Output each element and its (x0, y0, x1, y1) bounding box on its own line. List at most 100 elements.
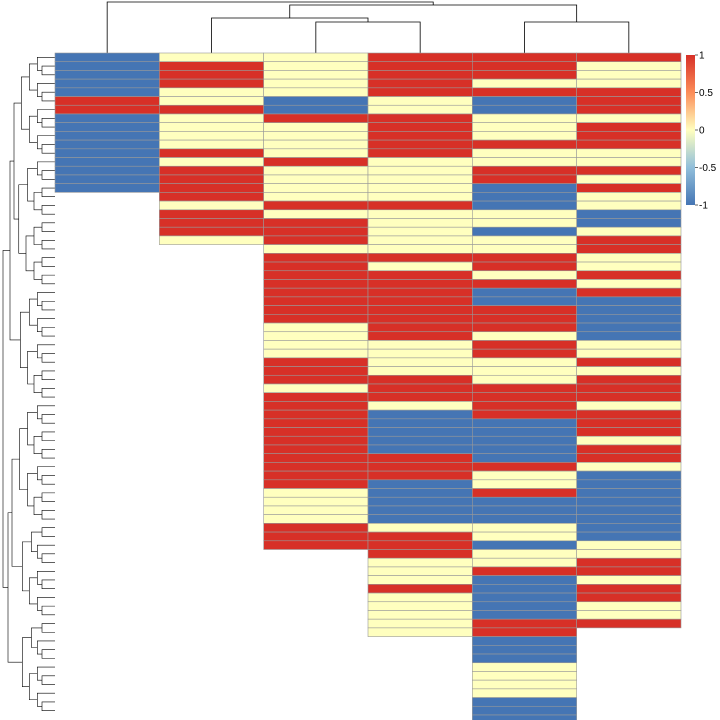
heatmap-cell (472, 209, 577, 219)
heatmap-cell (472, 104, 577, 115)
heatmap-cell (263, 479, 369, 489)
dendrogram-branch (22, 637, 32, 687)
heatmap-cell (576, 70, 682, 80)
heatmap-cell (263, 514, 369, 524)
dendrogram-branch (41, 257, 55, 267)
heatmap-cell (472, 645, 577, 655)
heatmap-cell (472, 523, 577, 533)
heatmap-cell (472, 418, 577, 428)
heatmap-cell (263, 331, 369, 341)
dendrogram-branch (27, 168, 38, 202)
heatmap-cell (263, 523, 369, 533)
dendrogram-branch (37, 318, 55, 333)
dendrogram-branch (37, 597, 55, 611)
heatmap-cell (263, 131, 369, 141)
heatmap-cell (367, 261, 473, 272)
heatmap-cell (472, 165, 577, 176)
heatmap-cell (263, 61, 369, 71)
heatmap-cell (576, 174, 682, 184)
heatmap-cell (263, 270, 369, 280)
heatmap-cell (54, 113, 160, 123)
heatmap-cell (472, 157, 577, 167)
heatmap-cell (367, 183, 473, 193)
heatmap-cell (472, 270, 577, 280)
dendrogram-branch (37, 570, 55, 585)
heatmap-cell (472, 662, 577, 672)
dendrogram-branch (41, 222, 55, 232)
dendrogram-branch (37, 292, 55, 306)
heatmap-cell (576, 78, 682, 89)
heatmap-cell (576, 531, 682, 542)
heatmap-cell (472, 705, 577, 716)
heatmap-cell (576, 618, 682, 629)
dendrogram-branch (41, 187, 55, 198)
heatmap-cell (159, 209, 264, 219)
dendrogram-branch (31, 531, 42, 552)
heatmap-cell (576, 584, 682, 594)
heatmap-cell (54, 148, 160, 158)
heatmap-cell (576, 435, 682, 446)
heatmap-cell (576, 366, 682, 376)
dendrogram-branch (29, 63, 38, 91)
heatmap-cell (472, 401, 577, 411)
dendrogram-branch (37, 344, 55, 359)
heatmap-cell (576, 296, 682, 306)
dendrogram-branch (41, 605, 55, 616)
heatmap-cell (472, 488, 577, 498)
heatmap-cell (472, 566, 577, 576)
heatmap-cell (367, 566, 473, 576)
heatmap-cell (576, 148, 682, 158)
heatmap-cell (367, 218, 473, 228)
color-legend: 1 0.5 0 -0.5 -1 (686, 51, 717, 212)
heatmap-cell (263, 444, 369, 454)
heatmap-cell (367, 549, 473, 559)
heatmap-cell (472, 78, 577, 89)
dendrogram-branch (37, 405, 55, 420)
heatmap-cell (367, 462, 473, 472)
heatmap-cell (576, 305, 682, 315)
heatmap-cell (54, 70, 160, 80)
heatmap-cell (367, 470, 473, 481)
heatmap-cell (263, 453, 369, 463)
heatmap-cell (576, 61, 682, 71)
heatmap-cell (263, 165, 369, 176)
dendrogram-branch (41, 353, 55, 363)
dendrogram-branch (33, 226, 42, 245)
heatmap-cell (159, 61, 264, 71)
heatmap-cell (54, 52, 160, 63)
heatmap-cell (159, 183, 264, 193)
heatmap-cell (367, 575, 473, 585)
heatmap-cell (367, 244, 473, 254)
heatmap-cell (263, 174, 369, 184)
legend-tick-label: 0 (699, 126, 705, 137)
heatmap-cell (472, 714, 577, 720)
heatmap-cell (159, 174, 264, 184)
dendrogram-branch (41, 370, 55, 380)
heatmap-cell (54, 183, 160, 193)
heatmap-cell (472, 540, 577, 550)
dendrogram-branch (33, 192, 42, 211)
heatmap-cell (367, 209, 473, 219)
legend-tick-label: -0.5 (699, 163, 717, 174)
heatmap-cell (263, 261, 369, 272)
heatmap-cell (472, 261, 577, 272)
dendrogram-branch (37, 692, 55, 707)
heatmap-cell (472, 549, 577, 559)
heatmap-cell (367, 226, 473, 237)
heatmap-cell (367, 122, 473, 132)
heatmap-cell (367, 505, 473, 515)
heatmap-cell (367, 453, 473, 463)
heatmap-cell (159, 148, 264, 158)
heatmap-cell (367, 340, 473, 350)
heatmap-cell (576, 453, 682, 463)
heatmap-cell (263, 209, 369, 219)
dendrogram-branch (29, 115, 38, 143)
heatmap-cell (367, 601, 473, 611)
heatmap-cell (576, 357, 682, 367)
heatmap-cell (367, 584, 473, 594)
dendrogram-branch (13, 102, 22, 220)
dendrogram-branch (27, 412, 38, 446)
heatmap-cell (367, 479, 473, 489)
heatmap-cell (576, 192, 682, 202)
heatmap-cell (472, 679, 577, 690)
